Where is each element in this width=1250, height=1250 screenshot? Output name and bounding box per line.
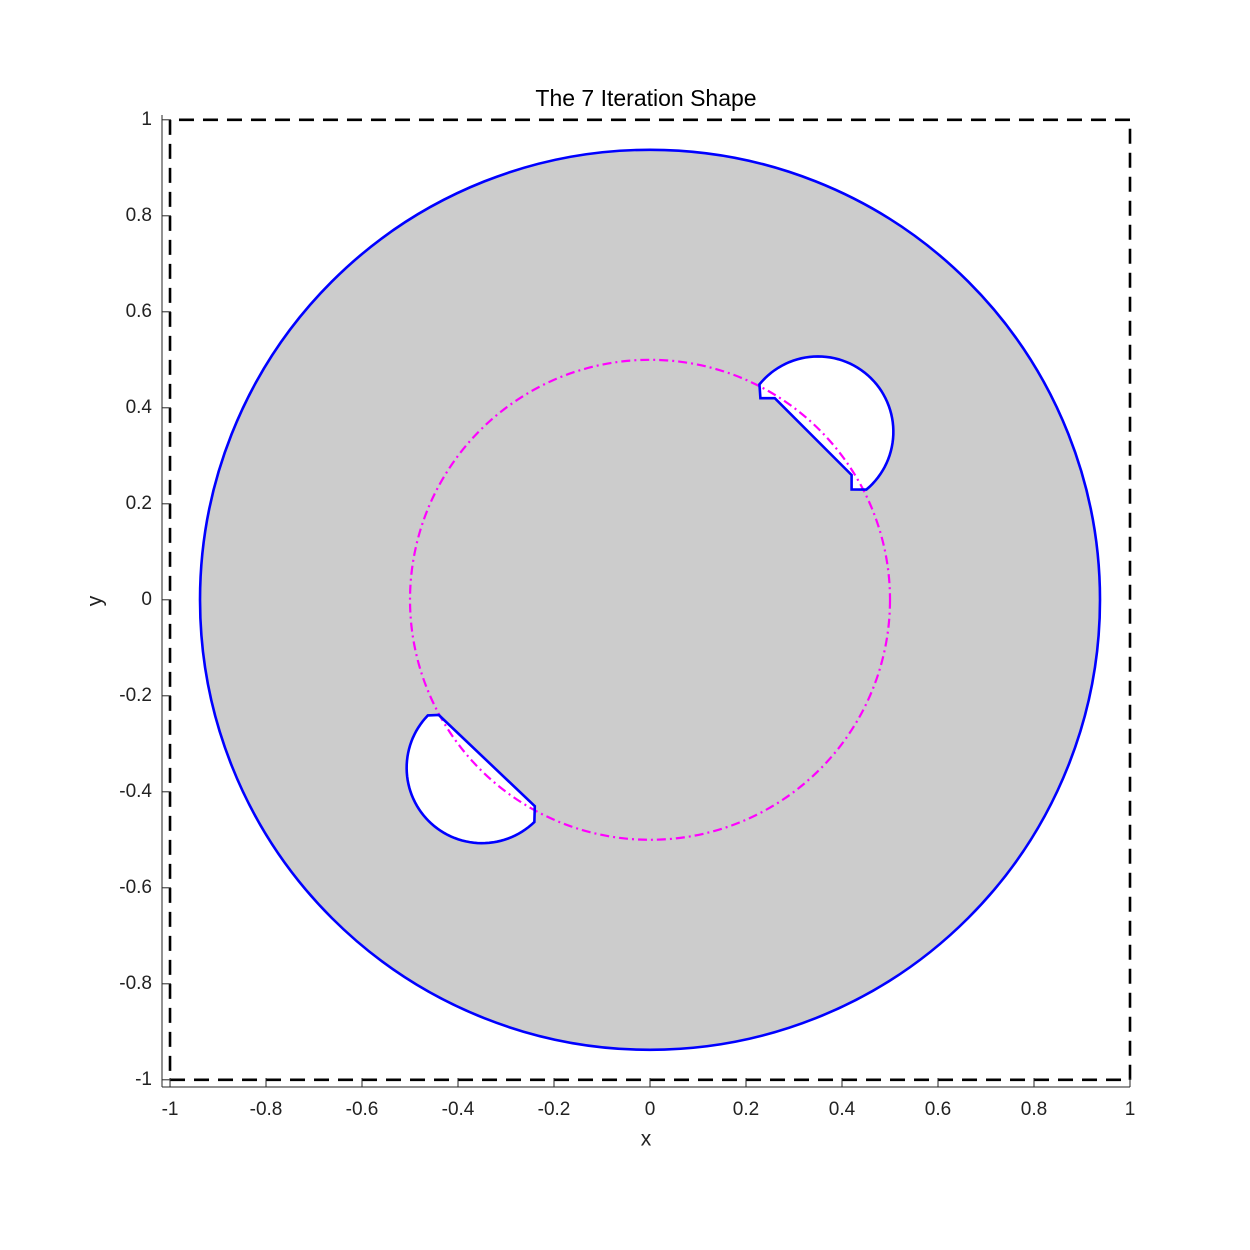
filled-region: [200, 149, 1101, 1050]
hole-boundary: [405, 713, 537, 845]
outer-boundary: [198, 148, 1102, 1052]
x-tick-label: 0: [645, 1099, 656, 1120]
y-tick-label: -0.6: [119, 877, 152, 898]
x-tick-label: -1: [162, 1099, 179, 1120]
x-tick-label: -0.8: [250, 1099, 283, 1120]
reference-circle: [408, 358, 892, 841]
y-tick-label: 0.8: [126, 205, 152, 226]
x-tick-label: 0.2: [733, 1099, 759, 1120]
y-tick-label: 0.2: [126, 493, 152, 514]
y-axis-label: y: [84, 595, 107, 606]
x-tick-label: -0.4: [442, 1099, 475, 1120]
x-tick-label: 1: [1125, 1099, 1136, 1120]
y-tick-label: -0.8: [119, 973, 152, 994]
y-tick-label: 0.6: [126, 301, 152, 322]
domain-boundary: [168, 118, 1132, 1082]
x-tick-label: 0.8: [1021, 1099, 1047, 1120]
x-tick-label: -0.6: [346, 1099, 379, 1120]
y-tick-label: -0.2: [119, 685, 152, 706]
y-tick-label: -1: [135, 1069, 152, 1090]
hole-boundary: [758, 355, 895, 491]
x-tick-label: -0.2: [538, 1099, 571, 1120]
y-tick-label: 0.4: [126, 397, 153, 418]
x-tick-label: 0.4: [829, 1099, 856, 1120]
x-tick-label: 0.6: [925, 1099, 951, 1120]
chart-title: The 7 Iteration Shape: [535, 85, 756, 111]
x-axis-label: x: [641, 1128, 652, 1151]
y-tick-label: 0: [141, 589, 152, 610]
y-tick-label: 1: [141, 109, 152, 130]
y-tick-label: -0.4: [119, 781, 152, 802]
